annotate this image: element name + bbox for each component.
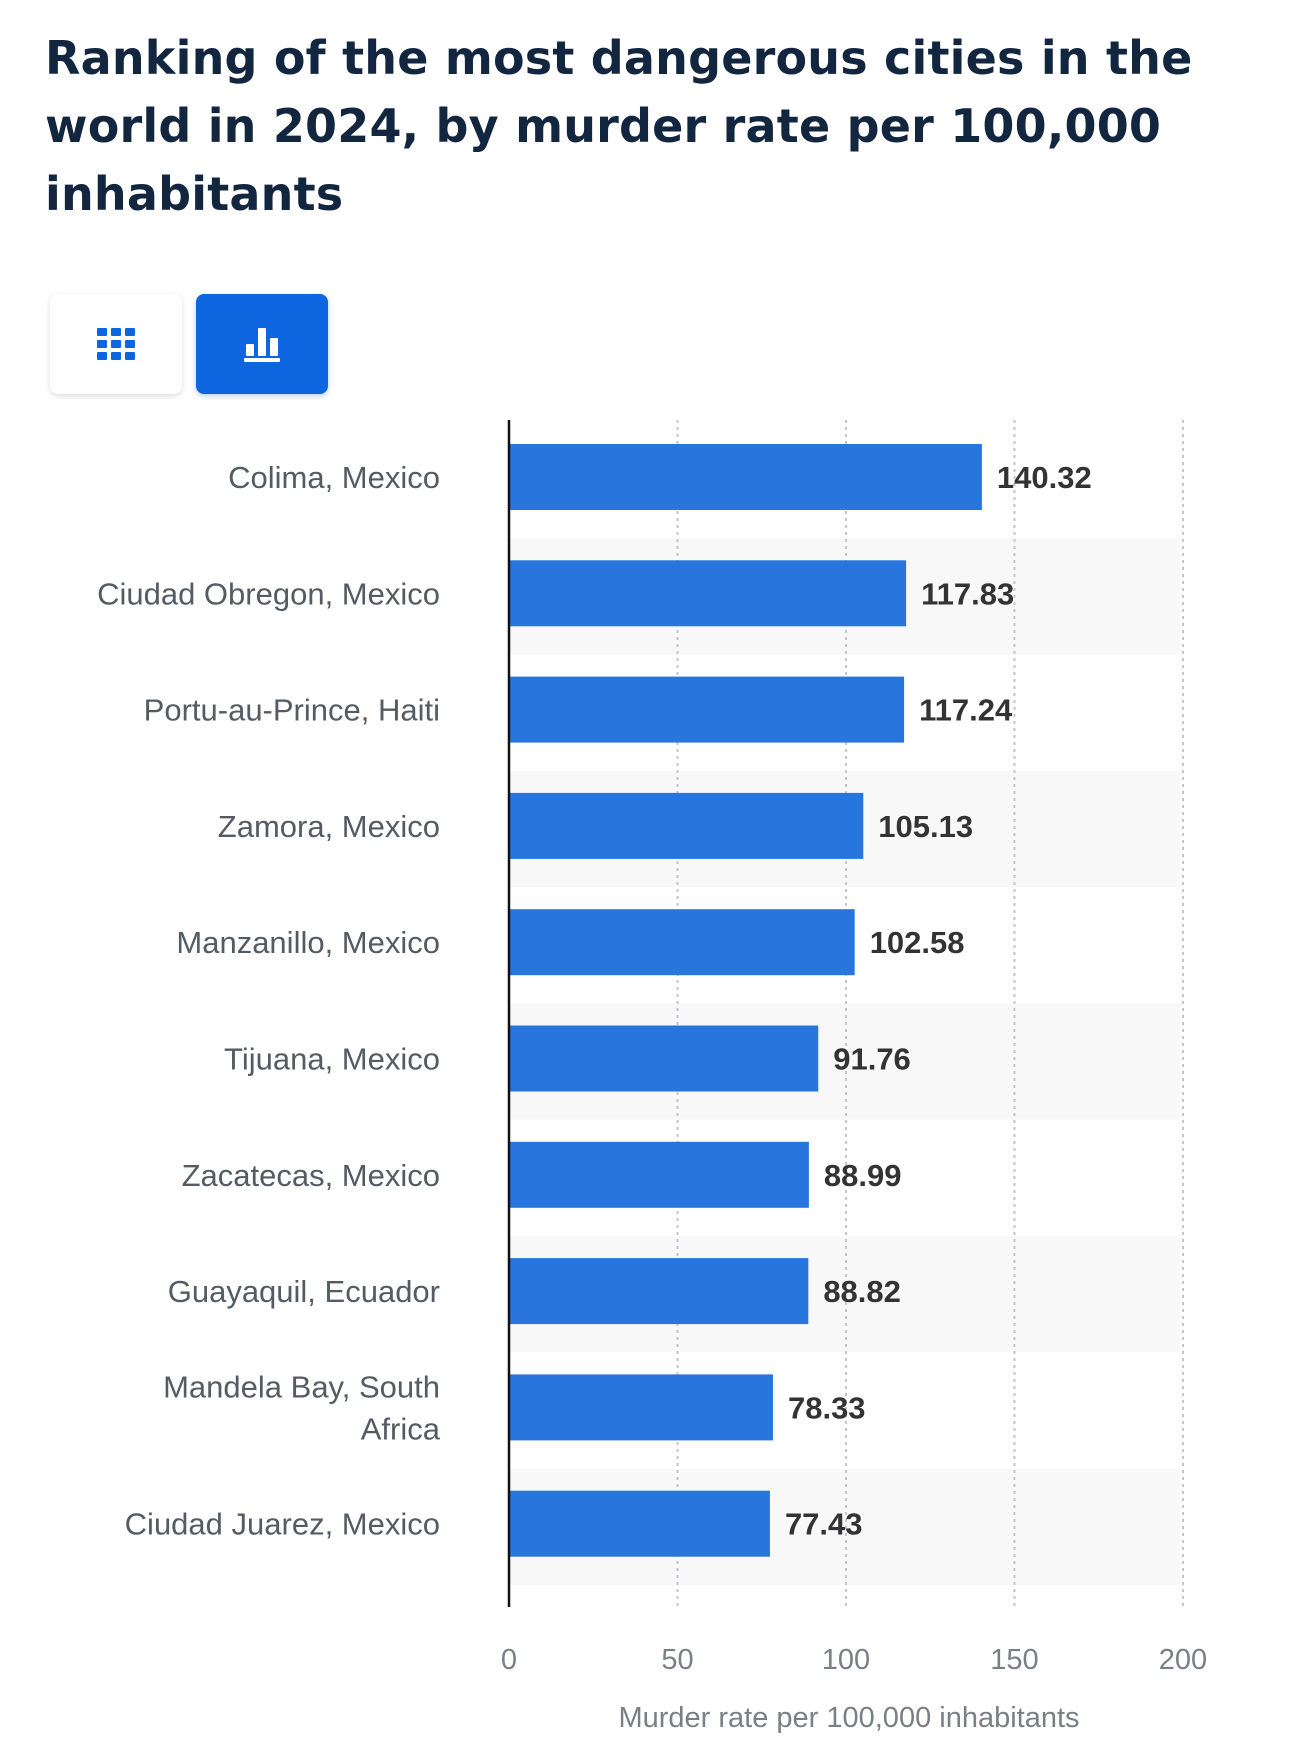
tick-label: 50 [661, 1644, 693, 1676]
bar-chart-icon [244, 328, 280, 362]
data-label: 88.99 [824, 1158, 902, 1193]
bar[interactable] [509, 1025, 819, 1092]
tick-label: 100 [822, 1644, 870, 1676]
bar[interactable] [509, 1490, 770, 1557]
bar[interactable] [509, 1258, 809, 1325]
category-label: Ciudad Obregon, Mexico [97, 576, 440, 611]
data-label: 102.58 [870, 925, 965, 960]
category-label: Zacatecas, Mexico [182, 1158, 440, 1193]
category-label: Tijuana, Mexico [224, 1042, 440, 1077]
bar-chart: Colima, Mexico Ciudad Obregon, Mexico Port… [97, 420, 1207, 1734]
chart-view-button[interactable] [196, 294, 328, 394]
bar[interactable] [509, 792, 864, 859]
category-label: Portu-au-Prince, Haiti [144, 693, 440, 728]
x-axis-title: Murder rate per 100,000 inhabitants [618, 1702, 1079, 1734]
bar[interactable] [509, 444, 982, 510]
category-label: Guayaquil, Ecuador [168, 1274, 440, 1309]
table-view-button[interactable] [50, 294, 182, 394]
tick-label: 150 [990, 1644, 1038, 1676]
tick-label: 0 [501, 1644, 517, 1676]
bar[interactable] [509, 676, 905, 743]
data-label: 105.13 [878, 809, 973, 844]
grid-icon [97, 328, 135, 360]
category-label: Zamora, Mexico [218, 809, 440, 844]
category-label: Ciudad Juarez, Mexico [125, 1507, 440, 1542]
bar[interactable] [509, 1374, 773, 1441]
bar[interactable] [509, 909, 855, 976]
view-toggle [50, 294, 328, 394]
data-label: 117.83 [921, 576, 1014, 611]
data-label: 77.43 [785, 1507, 863, 1542]
bar[interactable] [509, 1141, 809, 1208]
chart-title: Ranking of the most dangerous cities in … [45, 31, 1193, 221]
category-label: Colima, Mexico [228, 460, 440, 495]
category-label: Manzanillo, Mexico [176, 925, 440, 960]
data-label: 91.76 [833, 1042, 911, 1077]
data-label: 88.82 [823, 1274, 901, 1309]
category-label: Mandela Bay, South Africa [163, 1369, 441, 1446]
data-label: 78.33 [788, 1390, 866, 1425]
data-label: 117.24 [919, 693, 1013, 728]
tick-label: 200 [1159, 1644, 1207, 1676]
bar[interactable] [509, 560, 907, 627]
data-label: 140.32 [997, 460, 1092, 495]
